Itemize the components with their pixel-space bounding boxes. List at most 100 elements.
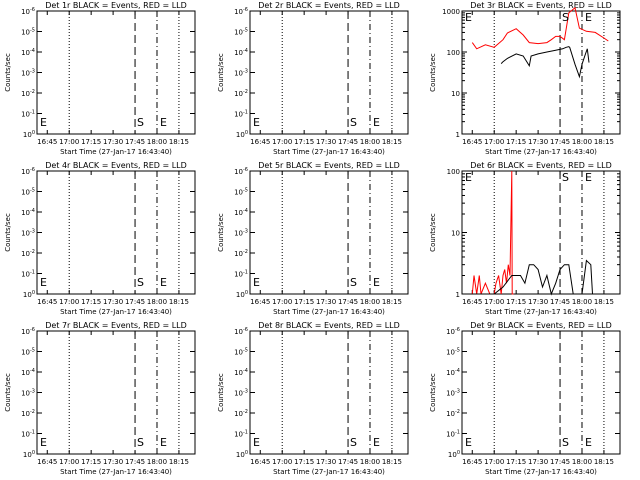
plot-frame — [249, 10, 409, 135]
x-tick-label: 17:00 — [272, 138, 292, 146]
y-tick-label: 10-1 — [21, 430, 35, 439]
plot-frame — [461, 330, 621, 455]
y-tick-label: 10-3 — [234, 69, 248, 78]
interval-marker-e: E — [585, 11, 592, 24]
x-tick-label: 18:00 — [147, 458, 167, 466]
y-tick-label: 100 — [448, 450, 460, 459]
y-tick-label: 100 — [236, 130, 248, 139]
x-tick-label: 17:00 — [59, 138, 79, 146]
y-tick-label: 10-4 — [21, 208, 35, 217]
x-tick-label: 16:45 — [250, 138, 270, 146]
x-tick-label: 17:45 — [338, 138, 358, 146]
x-tick-label: 17:30 — [316, 138, 336, 146]
y-tick-label: 10-5 — [21, 348, 35, 357]
x-tick-label: 17:00 — [484, 298, 504, 306]
x-tick-label: 18:15 — [382, 138, 402, 146]
y-tick-label: 10-3 — [234, 389, 248, 398]
x-tick-label: 18:00 — [147, 138, 167, 146]
y-tick-label: 10-6 — [21, 7, 35, 16]
y-axis-label: Counts/sec — [4, 213, 12, 252]
x-tick-label: 17:00 — [484, 458, 504, 466]
x-tick-label: 17:45 — [550, 298, 570, 306]
interval-marker-s: S — [562, 11, 569, 24]
y-tick-label: 10-3 — [21, 229, 35, 238]
y-tick-label: 10-5 — [21, 188, 35, 197]
y-tick-label: 100 — [23, 130, 35, 139]
detector-panel-5: Det 5r BLACK = Events, RED = LLD Counts/s… — [217, 161, 409, 316]
x-tick-label: 18:00 — [360, 138, 380, 146]
x-tick-label: 16:45 — [462, 458, 482, 466]
y-tick-label: 100 — [236, 450, 248, 459]
y-tick-label: 10-3 — [21, 389, 35, 398]
x-axis-label: Start Time (27-Jan-17 16:43:40) — [60, 468, 172, 476]
x-tick-label: 17:45 — [550, 138, 570, 146]
x-tick-label: 17:30 — [103, 298, 123, 306]
x-tick-label: 16:45 — [250, 458, 270, 466]
y-tick-label: 10-4 — [234, 208, 248, 217]
x-tick-label: 17:45 — [125, 298, 145, 306]
interval-marker-e: E — [253, 116, 260, 129]
x-tick-label: 17:30 — [528, 458, 548, 466]
plot-frame — [36, 330, 196, 455]
interval-marker-e: E — [160, 276, 167, 289]
panel-title: Det 1r BLACK = Events, RED = LLD — [45, 1, 187, 10]
y-tick-label: 10-1 — [21, 270, 35, 279]
y-tick-label: 10-4 — [21, 368, 35, 377]
y-tick-label: 10-2 — [234, 409, 248, 418]
interval-marker-s: S — [350, 276, 357, 289]
panel-title: Det 4r BLACK = Events, RED = LLD — [45, 161, 187, 170]
x-tick-label: 17:15 — [294, 458, 314, 466]
y-tick-label: 10-2 — [234, 89, 248, 98]
y-tick-label: 10-1 — [21, 110, 35, 119]
y-tick-label: 10 — [451, 90, 460, 98]
x-tick-label: 18:00 — [360, 298, 380, 306]
interval-marker-e: E — [160, 116, 167, 129]
y-axis-label: Counts/sec — [429, 213, 437, 252]
events-series-line — [500, 46, 590, 79]
y-tick-label: 10-1 — [234, 270, 248, 279]
x-tick-label: 17:45 — [125, 138, 145, 146]
interval-marker-e: E — [40, 116, 47, 129]
events-series-line — [472, 259, 593, 296]
x-tick-label: 17:15 — [294, 138, 314, 146]
y-tick-label: 1 — [456, 131, 460, 139]
x-tick-label: 17:30 — [528, 298, 548, 306]
detector-panel-3: Det 3r BLACK = Events, RED = LLD Counts/s… — [429, 1, 621, 156]
x-tick-label: 16:45 — [37, 298, 57, 306]
detector-panel-8: Det 8r BLACK = Events, RED = LLD Counts/s… — [217, 321, 409, 476]
x-tick-label: 18:15 — [169, 298, 189, 306]
interval-marker-e: E — [160, 436, 167, 449]
y-axis-label: Counts/sec — [429, 53, 437, 92]
x-axis-label: Start Time (27-Jan-17 16:43:40) — [273, 148, 385, 156]
x-tick-label: 17:15 — [506, 298, 526, 306]
y-tick-label: 10-2 — [234, 249, 248, 258]
plot-frame — [36, 170, 196, 295]
x-tick-label: 18:15 — [382, 298, 402, 306]
x-tick-label: 17:15 — [81, 138, 101, 146]
x-tick-label: 17:15 — [506, 458, 526, 466]
plot-frame — [461, 10, 621, 135]
detector-panel-7: Det 7r BLACK = Events, RED = LLD Counts/s… — [4, 321, 196, 476]
y-tick-label: 10-4 — [446, 368, 460, 377]
interval-marker-e: E — [40, 276, 47, 289]
x-tick-label: 18:15 — [169, 138, 189, 146]
x-tick-label: 17:00 — [59, 298, 79, 306]
y-axis-label: Counts/sec — [217, 213, 225, 252]
y-tick-label: 10-6 — [234, 327, 248, 336]
plot-frame — [461, 170, 621, 295]
y-tick-label: 10-4 — [234, 48, 248, 57]
y-axis-label: Counts/sec — [217, 53, 225, 92]
x-tick-label: 17:15 — [506, 138, 526, 146]
panel-title: Det 8r BLACK = Events, RED = LLD — [258, 321, 400, 330]
x-tick-label: 17:15 — [294, 298, 314, 306]
x-tick-label: 17:30 — [103, 138, 123, 146]
interval-marker-e: E — [585, 436, 592, 449]
interval-marker-e: E — [585, 171, 592, 184]
interval-marker-e: E — [253, 436, 260, 449]
y-axis-label: Counts/sec — [429, 373, 437, 412]
x-tick-label: 17:30 — [528, 138, 548, 146]
y-tick-label: 10-2 — [21, 89, 35, 98]
y-tick-label: 1000 — [442, 8, 460, 16]
interval-marker-e: E — [465, 171, 472, 184]
